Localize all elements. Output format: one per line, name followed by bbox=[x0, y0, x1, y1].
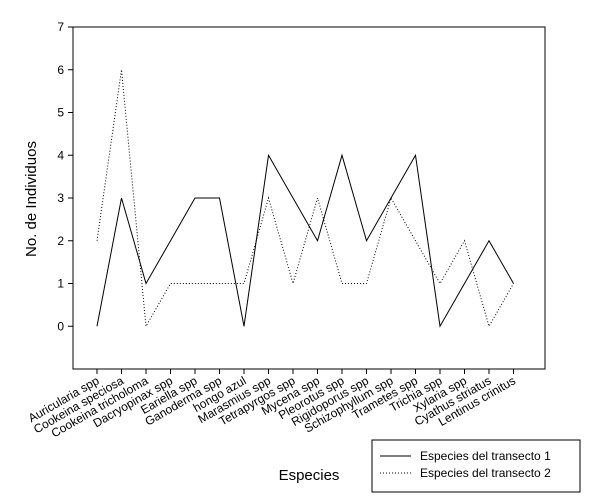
y-tick-label: 0 bbox=[57, 319, 64, 333]
y-tick-label: 3 bbox=[57, 191, 64, 205]
legend-label-transecto-1: Especies del transecto 1 bbox=[420, 449, 551, 463]
y-axis-title: No. de Individuos bbox=[23, 141, 40, 257]
legend: Especies del transecto 1 Especies del tr… bbox=[371, 439, 581, 493]
y-tick-label: 5 bbox=[57, 106, 64, 120]
series-layer bbox=[96, 69, 514, 328]
series-line-1 bbox=[96, 153, 514, 328]
y-tick-label: 1 bbox=[57, 277, 64, 291]
series-line-2 bbox=[96, 69, 514, 328]
legend-box bbox=[371, 439, 581, 493]
y-tick-label: 7 bbox=[57, 20, 64, 34]
y-tick-label: 6 bbox=[57, 63, 64, 77]
y-axis: 0 1 2 3 4 5 6 7 bbox=[57, 20, 73, 333]
y-tick-label: 2 bbox=[57, 234, 64, 248]
x-axis-title: Especies bbox=[279, 467, 340, 484]
legend-label-transecto-2: Especies del transecto 2 bbox=[420, 466, 551, 480]
y-tick-label: 4 bbox=[57, 148, 64, 162]
